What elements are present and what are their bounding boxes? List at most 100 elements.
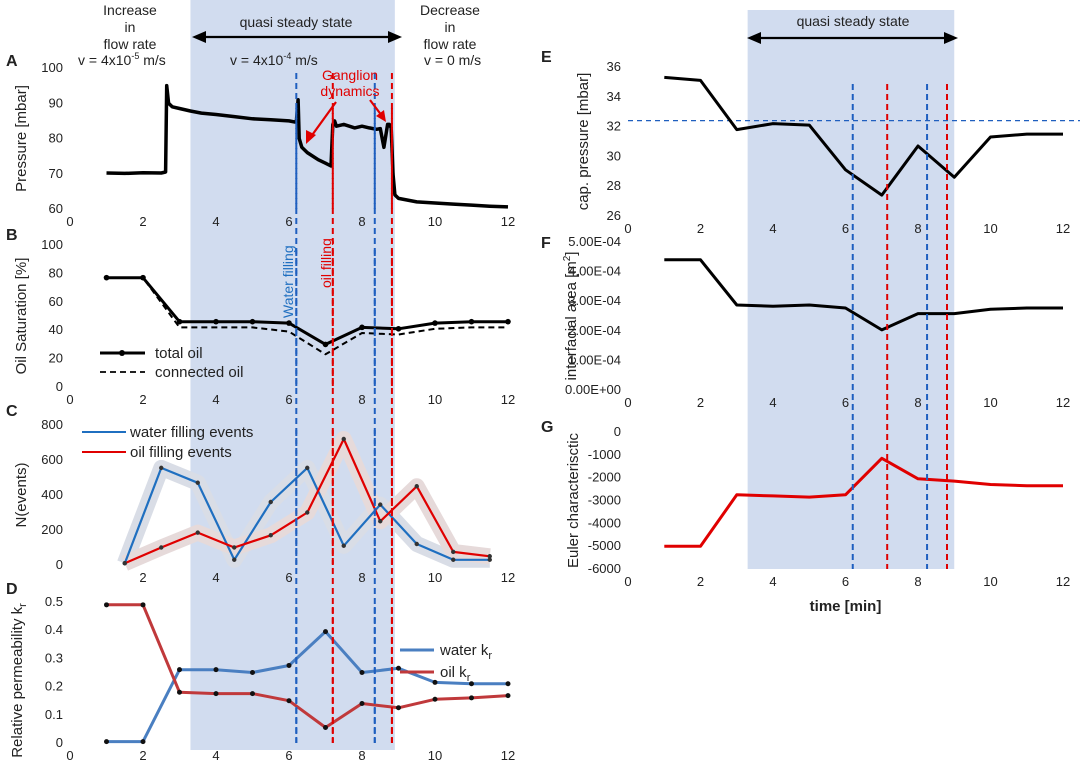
xtick-label: 4 (769, 221, 776, 236)
decrease-text-1: Decrease (420, 2, 480, 18)
total-oil-point (432, 320, 438, 326)
ytick-label: 4.00E-04 (568, 264, 621, 279)
xtick-label: 8 (914, 574, 921, 589)
water-kr-point (104, 739, 109, 745)
water-kr-line (106, 630, 508, 744)
water-events-point (414, 541, 419, 547)
xtick-label: 4 (212, 214, 219, 229)
xtick-label: 6 (285, 214, 292, 229)
water-events-point (487, 557, 492, 562)
xtick-label: 12 (1056, 221, 1070, 236)
ytick-label: 0.2 (45, 679, 63, 694)
ganglion-text-2: dynamics (320, 83, 379, 99)
ytick-label: 3.00E-04 (568, 293, 621, 308)
xtick-label: 2 (139, 570, 146, 585)
legend-total-oil-label: total oil (155, 345, 203, 362)
water-events-point (305, 465, 310, 471)
quasi-steady-shade-right (747, 10, 955, 569)
water-kr-point (323, 629, 328, 635)
increase-text-1: Increase (103, 2, 157, 18)
water-kr-point (140, 739, 146, 745)
total-oil-point (359, 324, 365, 331)
increase-text-3: flow rate (104, 36, 157, 52)
xtick-label: 8 (358, 392, 365, 407)
panel-letter-b: B (6, 227, 18, 244)
oil-kr-point (104, 602, 109, 608)
oil-events-point (487, 554, 492, 559)
xtick-label: 10 (983, 574, 997, 589)
ytick-label: 5.00E-04 (568, 234, 621, 249)
xtick-label: 10 (983, 221, 997, 236)
oil-kr-point (359, 701, 365, 707)
ytick-label: 34 (607, 89, 621, 104)
ylabel-g: Euler characterisctic (565, 432, 582, 568)
decrease-text-3: flow rate (424, 36, 477, 52)
xtick-label: 0 (624, 574, 631, 589)
ganglion-annotation: Ganglion dynamics (306, 67, 386, 144)
legend-water-label: water filling events (129, 424, 253, 441)
ganglion-arrow-1 (309, 101, 337, 139)
xtick-label: 6 (842, 574, 849, 589)
oil-events-point (268, 533, 273, 538)
oil-events-point (305, 510, 310, 515)
increase-text-2: in (125, 19, 136, 35)
ytick-label: 1.00E-04 (568, 352, 621, 367)
panel-letter-a: A (6, 53, 18, 70)
ytick-label: 60 (49, 294, 63, 309)
water-kr-point (359, 670, 365, 675)
water-kr-point (505, 681, 511, 687)
xtick-label: 4 (769, 574, 776, 589)
ytick-label: -4000 (588, 515, 621, 530)
water-events-point (195, 480, 200, 485)
water-kr-point (213, 667, 219, 673)
xtick-label: 2 (697, 395, 704, 410)
panel-letter-d: D (6, 581, 18, 598)
total-oil-point (140, 274, 146, 281)
xtick-label: 6 (842, 221, 849, 236)
oil-events-point (122, 561, 127, 566)
oil-events-point (451, 549, 456, 555)
quasi-arrow-right (747, 32, 958, 44)
water-kr-point (286, 662, 292, 668)
oil-events-point (159, 545, 164, 550)
ylabel-c: N(events) (13, 462, 30, 527)
oil-kr-point (140, 602, 146, 608)
ylabel-d: Relative permeability kr (9, 603, 29, 758)
xtick-label: 0 (66, 214, 73, 229)
water-events-point (451, 557, 456, 562)
xlabel-g: time [min] (810, 598, 882, 615)
legend-c: water filling events oil filling events (82, 424, 253, 461)
oil-events-point (341, 436, 346, 442)
ytick-label: -3000 (588, 493, 621, 508)
oil-events-point (232, 545, 237, 550)
connected-oil-line (106, 276, 508, 356)
xtick-label: 8 (914, 395, 921, 410)
ytick-label: 30 (607, 148, 621, 163)
axes-f: 0 2 4 6 8 10 12 0.00E+00 1.00E-04 2.00E-04 3.00E-0… (565, 234, 1070, 410)
ytick-label: 0.3 (45, 650, 63, 665)
oil-kr-point (177, 689, 182, 695)
ytick-label: 60 (49, 201, 63, 216)
ytick-label: -2000 (588, 470, 621, 485)
xtick-label: 0 (624, 221, 631, 236)
xtick-label: 8 (914, 221, 921, 236)
axes-g: 0 2 4 6 8 10 12 -6000 -5000 -4000 -3000 -2000 -1000 0 (588, 424, 1070, 589)
panel-letter-g: G (541, 419, 553, 436)
water-events-point (232, 557, 237, 562)
oil-kr-point (323, 724, 328, 730)
ytick-label: 40 (49, 322, 63, 337)
ytick-label: 20 (49, 351, 63, 366)
xtick-label: 12 (501, 214, 515, 229)
xtick-label: 12 (1056, 574, 1070, 589)
xtick-label: 0 (66, 392, 73, 407)
v-decrease-label: v = 0 m/s (424, 52, 481, 68)
ytick-label: 80 (49, 131, 63, 146)
ytick-label: 28 (607, 178, 621, 193)
total-oil-point (176, 318, 183, 325)
xtick-label: 0 (66, 748, 73, 763)
ytick-label: 200 (41, 522, 63, 537)
xtick-label: 8 (358, 748, 365, 763)
ytick-label: 80 (49, 265, 63, 280)
xtick-label: 8 (358, 214, 365, 229)
